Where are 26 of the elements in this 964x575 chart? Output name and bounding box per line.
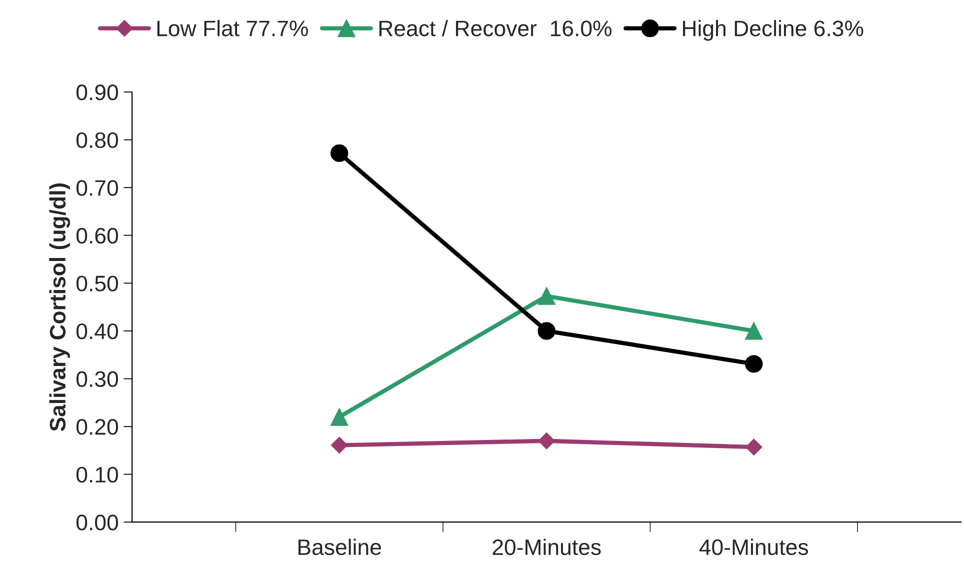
- point: [330, 144, 348, 162]
- legend-label: High Decline 6.3%: [683, 20, 864, 41]
- point: [538, 287, 556, 305]
- point: [744, 322, 763, 340]
- x-tick-label: 20-Minutes: [492, 538, 601, 556]
- y-tick-label: 0.50: [76, 276, 118, 292]
- point: [745, 438, 762, 456]
- y-tick-label: 0.70: [76, 180, 118, 196]
- y-tick-label: 0.20: [76, 419, 118, 435]
- y-tick-label: 0.90: [76, 84, 118, 100]
- y-axis-title: Salivary Cortisol (ug/dl): [49, 183, 70, 432]
- y-tick-label: 0.10: [76, 466, 118, 483]
- x-tick-label: Baseline: [298, 538, 381, 556]
- y-tick-label: 0.00: [76, 514, 118, 530]
- y-tick-label: 0.40: [76, 323, 118, 340]
- legend-label: Low Flat 77.7%: [157, 20, 308, 36]
- point: [744, 355, 763, 373]
- point: [330, 436, 348, 454]
- y-tick-label: 0.80: [76, 132, 118, 148]
- x-tick-label: 40-Minutes: [699, 538, 808, 556]
- point: [538, 322, 556, 340]
- point: [330, 408, 348, 426]
- y-tick-label: 0.30: [76, 371, 118, 388]
- legend-label: React / Recover 16.0%: [379, 20, 612, 36]
- point: [538, 432, 555, 450]
- y-tick-label: 0.60: [76, 228, 118, 244]
